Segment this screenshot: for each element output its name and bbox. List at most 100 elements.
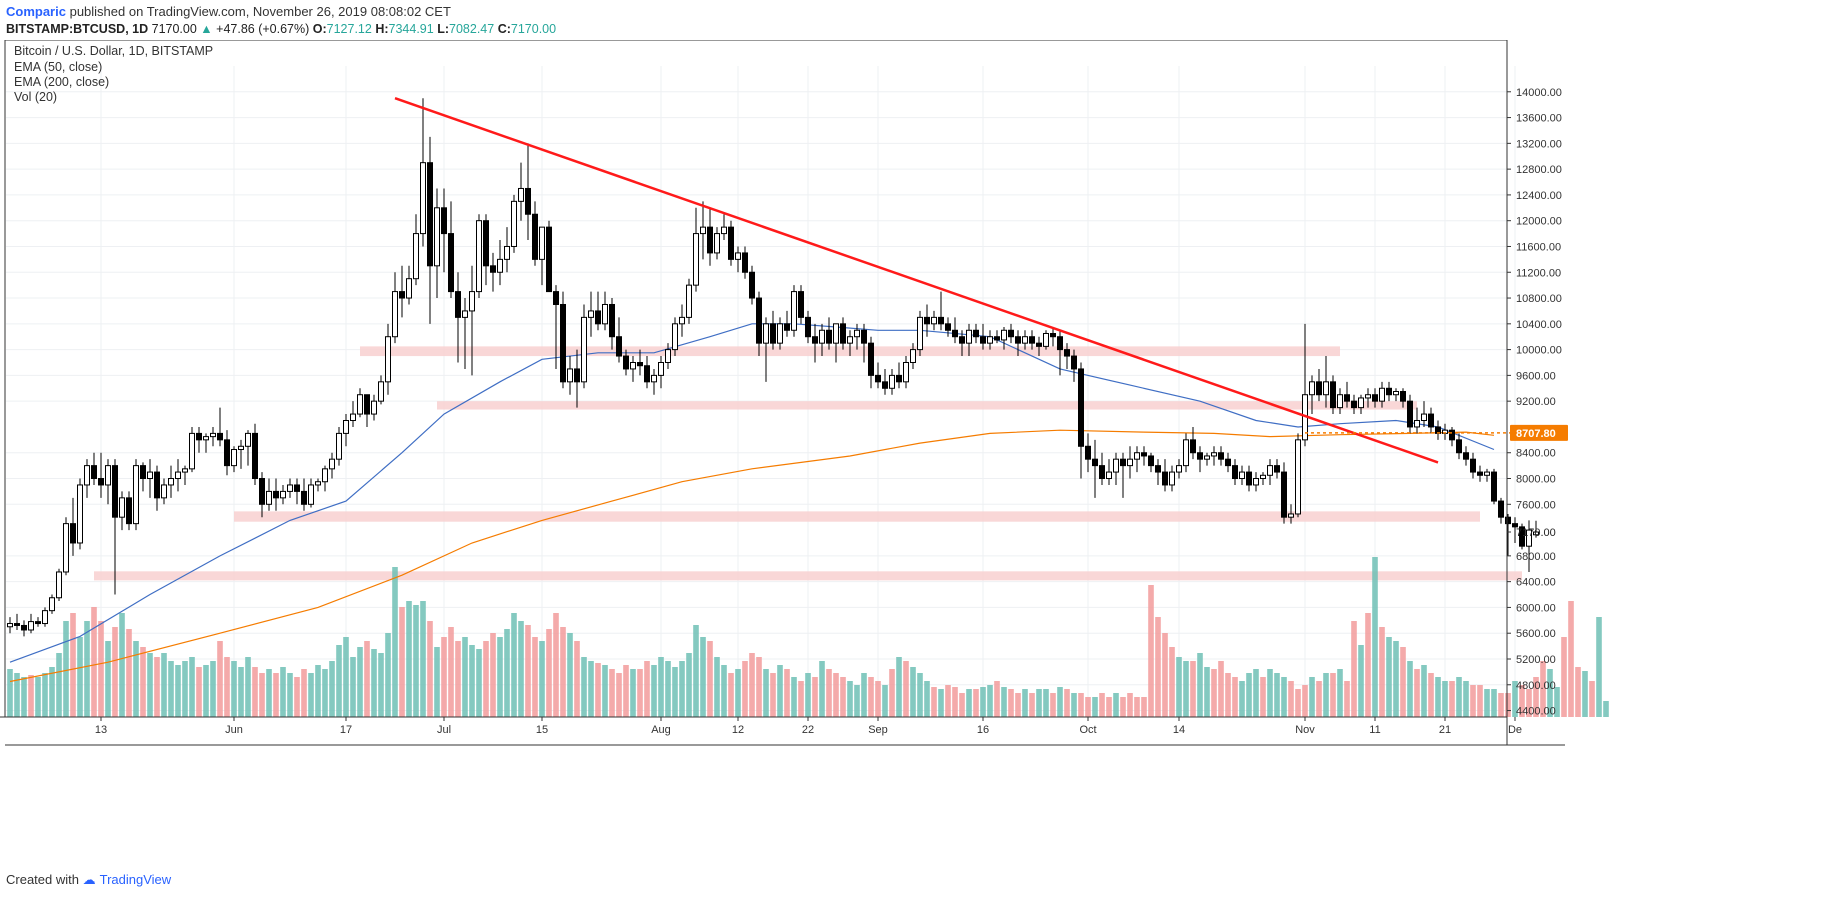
- candle-body: [847, 336, 853, 344]
- volume-bar: [504, 629, 510, 717]
- candle-body: [966, 329, 972, 344]
- candle-body: [630, 361, 636, 370]
- candle-body: [1134, 452, 1140, 460]
- price-tick-label: 6000.00: [1516, 602, 1556, 614]
- price-change: +47.86 (+0.67%): [216, 22, 310, 36]
- candle-body: [1407, 400, 1413, 428]
- publisher-name[interactable]: Comparic: [6, 4, 66, 19]
- candle-body: [1316, 381, 1322, 396]
- open-value: 7127.12: [326, 22, 372, 36]
- tradingview-link[interactable]: TradingView: [99, 872, 172, 887]
- volume-bar: [266, 669, 272, 717]
- legend-volume[interactable]: Vol (20): [14, 90, 58, 104]
- candle-body: [308, 484, 314, 505]
- candle-body: [49, 597, 55, 612]
- candle-body: [1099, 465, 1105, 480]
- candle-body: [1113, 458, 1119, 473]
- candle-body: [1526, 529, 1532, 547]
- candle-body: [77, 484, 83, 544]
- volume-bar: [882, 685, 888, 717]
- price-tick-label: 11200.00: [1516, 267, 1561, 279]
- legend-ema50[interactable]: EMA (50, close): [14, 60, 103, 74]
- volume-bar: [1491, 689, 1497, 717]
- volume-bar: [462, 637, 468, 717]
- volume-bar: [1302, 685, 1308, 717]
- volume-bar: [833, 673, 839, 717]
- candle-body: [1239, 471, 1245, 480]
- candle-body: [1197, 452, 1203, 460]
- candle-body: [1022, 336, 1028, 344]
- close-label: C:: [497, 22, 511, 36]
- volume-bar: [819, 661, 825, 717]
- candle-body: [1183, 439, 1189, 467]
- candle-body: [329, 458, 335, 470]
- volume-bar: [1512, 681, 1518, 717]
- time-tick-label: Sep: [868, 724, 888, 736]
- volume-bar: [1358, 645, 1364, 717]
- price-tick-label: 13200.00: [1516, 138, 1562, 150]
- candle-body: [168, 478, 174, 486]
- candle-body: [672, 323, 678, 351]
- volume-bar: [1218, 661, 1224, 717]
- candle-body: [1064, 349, 1070, 357]
- volume-bar: [203, 665, 209, 717]
- volume-bar: [721, 665, 727, 717]
- volume-bar: [1435, 677, 1441, 717]
- volume-bar: [301, 669, 307, 717]
- candle-body: [1372, 394, 1378, 402]
- candle-body: [273, 490, 279, 499]
- candle-body: [1204, 455, 1210, 460]
- volume-bar: [987, 685, 993, 717]
- volume-bar: [756, 657, 762, 717]
- candle-body: [406, 278, 412, 299]
- candle-body: [1162, 471, 1168, 486]
- volume-bar: [427, 621, 433, 717]
- volume-bar: [1190, 661, 1196, 717]
- legend-ema200[interactable]: EMA (200, close): [14, 75, 110, 89]
- price-tick-label: 9200.00: [1516, 396, 1556, 408]
- volume-bar: [595, 663, 601, 717]
- candle-body: [161, 484, 167, 499]
- candle-body: [7, 623, 13, 628]
- volume-bar: [259, 673, 265, 717]
- volume-bar: [539, 641, 545, 717]
- candle-body: [371, 400, 377, 415]
- volume-bar: [238, 667, 244, 717]
- volume-bar: [1099, 693, 1105, 717]
- candle-body: [763, 323, 769, 344]
- candle-body: [322, 468, 328, 483]
- candle-body: [1169, 471, 1175, 486]
- volume-bar: [182, 661, 188, 717]
- candle-body: [1120, 458, 1126, 467]
- candle-body: [889, 374, 895, 389]
- volume-bar: [1442, 681, 1448, 717]
- price-tick-label: 12400.00: [1516, 190, 1562, 202]
- candle-body: [1001, 329, 1007, 341]
- volume-bar: [1085, 697, 1091, 717]
- candle-body: [1330, 381, 1336, 409]
- volume-bar: [1120, 697, 1126, 717]
- candle-body: [427, 162, 433, 267]
- candle-body: [770, 323, 776, 344]
- high-value: 7344.91: [388, 22, 434, 36]
- volume-bar: [1169, 647, 1175, 717]
- candle-body: [644, 365, 650, 383]
- volume-bar: [84, 621, 90, 717]
- volume-bar: [651, 665, 657, 717]
- volume-bar: [560, 627, 566, 717]
- candle-body: [1463, 452, 1469, 460]
- volume-bar: [1386, 637, 1392, 717]
- footer: Created with ☁ TradingView: [6, 872, 171, 888]
- time-tick-label: De: [1508, 724, 1522, 736]
- volume-bar: [1260, 677, 1266, 717]
- price-chart[interactable]: 4400.00 4800.00 5200.00 5600.00 6000.00 6400.…: [0, 40, 1828, 870]
- candle-body: [616, 336, 622, 357]
- volume-bar: [1246, 673, 1252, 717]
- volume-bar: [532, 637, 538, 717]
- volume-bar: [952, 687, 958, 717]
- volume-bar: [14, 673, 20, 717]
- candle-body: [1491, 471, 1497, 502]
- volume-bar: [231, 661, 237, 717]
- candle-body: [791, 291, 797, 331]
- volume-bar: [1036, 689, 1042, 717]
